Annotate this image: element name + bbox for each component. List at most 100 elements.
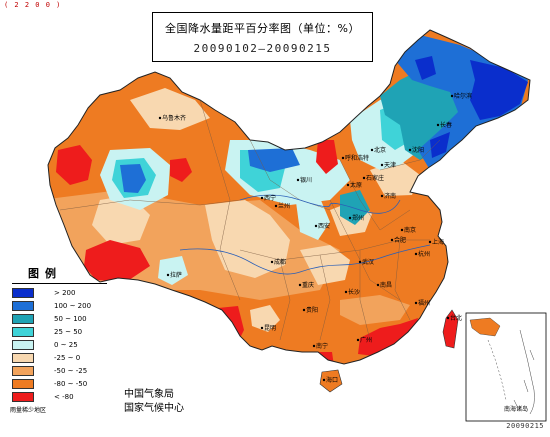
city-marker: 成都 [270, 258, 286, 266]
legend-swatch [12, 366, 34, 376]
city-dot [380, 194, 384, 198]
legend-label: < -80 [54, 393, 74, 401]
legend-label: > 200 [54, 289, 76, 297]
city-dot [414, 252, 418, 256]
city-label: 拉萨 [170, 271, 182, 279]
city-dot [344, 290, 348, 294]
legend-label: -80 ~ -50 [54, 380, 88, 388]
city-marker: 天津 [380, 162, 396, 169]
city-marker: 上海 [428, 238, 444, 246]
city-dot [260, 326, 264, 330]
legend-title: 图例 [28, 267, 62, 280]
city-label: 西安 [318, 222, 330, 230]
anomaly-regions [48, 35, 528, 364]
city-dot [436, 123, 440, 127]
legend-swatch [12, 314, 34, 324]
city-marker: 兰州 [274, 202, 290, 210]
rivers [179, 194, 431, 275]
city-dot [346, 183, 350, 187]
legend-label: 100 ~ 200 [54, 302, 92, 310]
city-dot [296, 178, 300, 182]
city-label: 重庆 [302, 281, 314, 289]
legend-item: -50 ~ -25 [12, 366, 112, 377]
legend-swatch [12, 301, 34, 311]
city-label: 昆明 [264, 325, 276, 332]
legend-item: < -80 [12, 392, 112, 403]
city-label: 乌鲁木齐 [162, 114, 186, 122]
city-label: 郑州 [352, 214, 364, 222]
city-label: 西宁 [264, 194, 276, 202]
city-marker: 拉萨 [166, 271, 182, 279]
city-dot [348, 216, 352, 220]
legend-item: 0 ~ 25 [12, 340, 112, 351]
legend-swatch [12, 327, 34, 337]
city-marker: 福州 [414, 299, 430, 307]
city-marker: 长沙 [344, 288, 360, 296]
city-dot [362, 176, 366, 180]
city-label: 台北 [450, 314, 462, 322]
city-label: 南宁 [316, 342, 328, 350]
map-title: 全国降水量距平百分率图（单位：%） [165, 22, 360, 35]
province-borders [59, 99, 441, 341]
city-marker: 西宁 [260, 194, 276, 202]
inset-label: 南海诸岛 [504, 406, 529, 413]
city-label: 合肥 [394, 236, 406, 244]
legend-swatch [12, 392, 34, 402]
city-marker: 银川 [296, 176, 312, 184]
city-dot [270, 260, 274, 264]
city-marker: 杭州 [414, 250, 430, 258]
city-dot [158, 116, 162, 120]
city-dot [408, 148, 412, 152]
legend-item: 25 ~ 50 [12, 327, 112, 338]
city-marker: 南昌 [376, 281, 392, 289]
city-label: 天津 [384, 162, 396, 169]
city-dot [260, 196, 264, 200]
legend-item: -25 ~ 0 [12, 353, 112, 364]
city-marker: 重庆 [298, 281, 314, 289]
city-label: 广州 [360, 336, 372, 344]
city-label: 福州 [418, 299, 430, 307]
city-marker: 西安 [314, 222, 330, 230]
city-label: 北京 [374, 146, 386, 154]
city-dot [314, 224, 318, 228]
legend-label: 50 ~ 100 [54, 315, 87, 323]
city-dot [376, 283, 380, 287]
city-label: 太原 [350, 181, 362, 189]
legend-label: -50 ~ -25 [54, 367, 88, 375]
map-period: 20090102—20090215 [193, 42, 332, 55]
map-title-box: 全国降水量距平百分率图（单位：%） 20090102—20090215 [152, 12, 373, 62]
city-label: 沈阳 [412, 146, 424, 154]
south-china-sea-inset [465, 312, 547, 422]
city-marker: 哈尔滨 [450, 92, 472, 100]
city-label: 海口 [326, 376, 338, 384]
city-dot [298, 283, 302, 287]
city-marker: 海口 [322, 376, 338, 384]
legend-swatch [12, 288, 34, 298]
hainan-region [319, 369, 343, 393]
city-label: 杭州 [418, 250, 430, 258]
city-dot [450, 94, 454, 98]
city-label: 哈尔滨 [454, 92, 472, 100]
city-marker: 呼和浩特 [341, 154, 369, 162]
city-label: 石家庄 [366, 174, 384, 182]
legend-item: 50 ~ 100 [12, 314, 112, 325]
city-dot [414, 301, 418, 305]
city-dot [166, 273, 170, 277]
city-marker: 广州 [356, 336, 372, 344]
city-marker: 太原 [346, 181, 362, 189]
agency-block: 中国气象局 国家气候中心 [124, 388, 184, 416]
city-marker: 济南 [380, 192, 396, 200]
city-marker: 沈阳 [408, 146, 424, 154]
city-label: 南京 [404, 226, 416, 234]
legend-swatch [12, 379, 34, 389]
city-dot [358, 260, 362, 264]
city-label: 兰州 [278, 202, 290, 210]
legend-item: > 200 [12, 288, 112, 299]
city-dot [302, 308, 306, 312]
legend-swatch [12, 340, 34, 350]
city-label: 长沙 [348, 288, 360, 296]
city-marker: 北京 [370, 146, 386, 154]
city-marker: 昆明 [260, 325, 276, 332]
legend-label: 0 ~ 25 [54, 341, 78, 349]
